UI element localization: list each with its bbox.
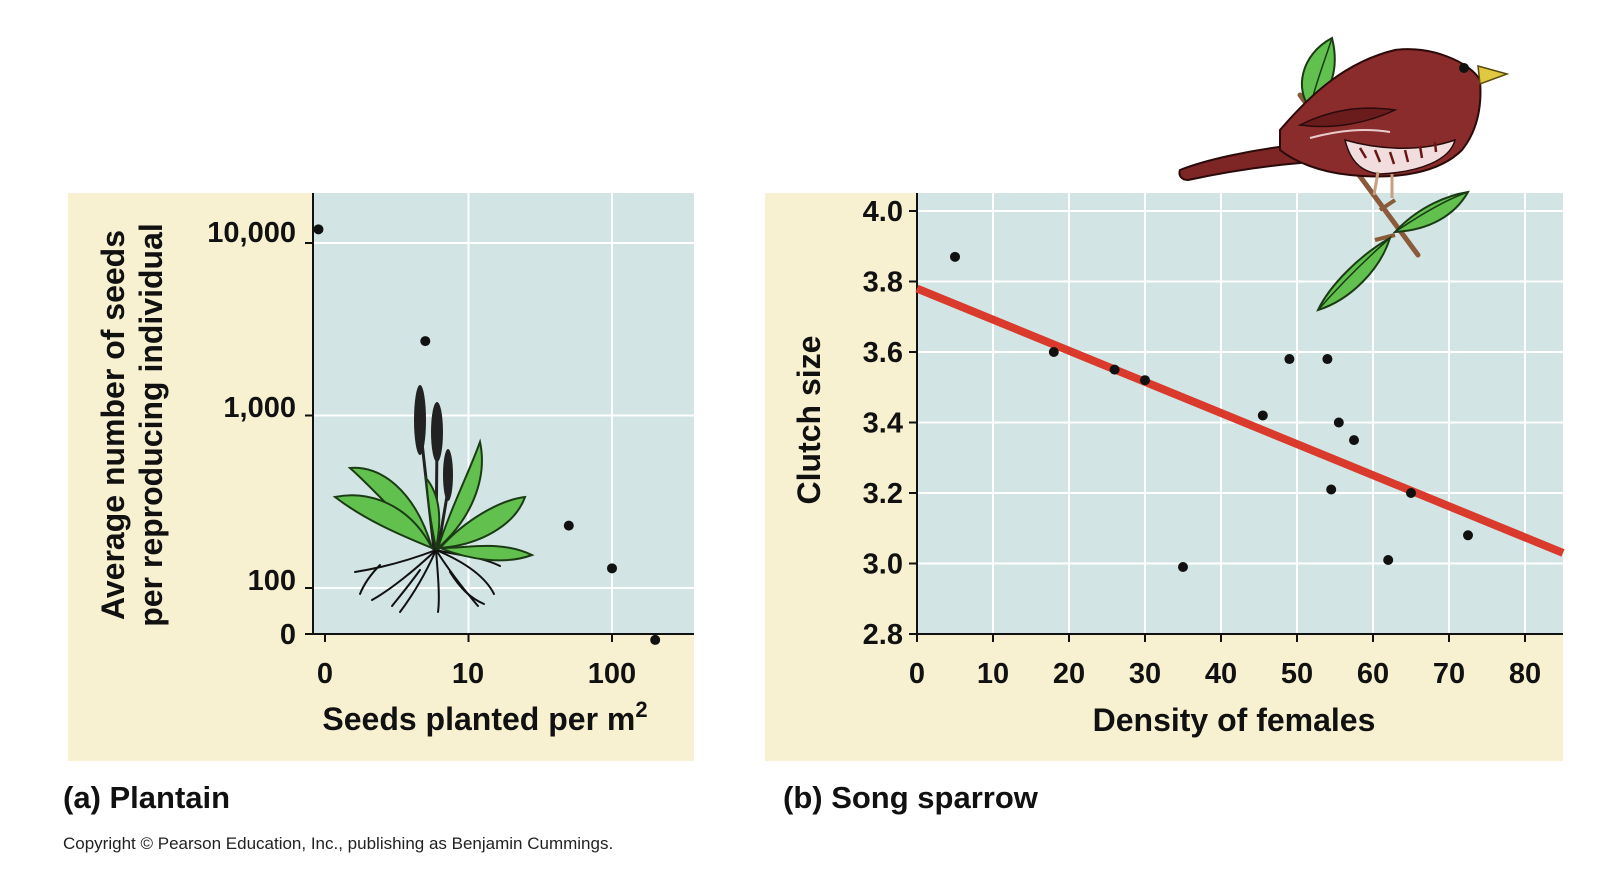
panel-a-x-tick-label: 0 xyxy=(317,658,333,690)
data-point xyxy=(420,336,431,347)
x-tick-label: 80 xyxy=(1509,658,1541,690)
data-point xyxy=(1257,410,1268,421)
x-tick-label: 0 xyxy=(909,658,925,690)
data-point xyxy=(1322,354,1333,365)
data-point xyxy=(1383,554,1394,565)
panel-a-grid xyxy=(313,193,694,634)
song-sparrow-illustration xyxy=(1178,36,1510,312)
x-tick-label: 70 xyxy=(1433,658,1465,690)
data-point xyxy=(563,520,574,531)
panel-a-x-tick-label: 10 xyxy=(452,658,484,690)
data-point xyxy=(650,634,661,645)
panel-a-y-axis-title: Average number of seeds per reproducing … xyxy=(95,223,169,627)
y-tick-label: 4.0 xyxy=(863,196,903,228)
data-point xyxy=(1178,562,1188,573)
plantain-plant-illustration xyxy=(332,385,535,613)
data-point xyxy=(1463,530,1473,541)
y-tick-label: 2.8 xyxy=(863,619,903,651)
panel-b-grid xyxy=(917,193,1563,634)
data-point xyxy=(1048,347,1059,357)
panel-b-data-points xyxy=(950,251,1473,573)
data-point xyxy=(1140,375,1150,386)
y-tick-label: 3.6 xyxy=(863,337,903,369)
panel-b-x-axis-title: Density of females xyxy=(1093,702,1376,738)
data-point xyxy=(1326,484,1337,495)
data-point xyxy=(607,563,617,574)
panel-b-y-tick-marks xyxy=(909,210,917,635)
panel-a-y-tick-label: 10,000 xyxy=(207,217,296,249)
data-point xyxy=(1349,435,1359,446)
panel-a-y-axis-title-line2: per reproducing individual xyxy=(133,223,169,627)
panel-a-caption: (a) Plantain xyxy=(63,780,230,815)
y-tick-label: 3.8 xyxy=(863,267,903,299)
panel-a-plot-area xyxy=(313,193,694,634)
panel-b-x-tick-labels: 0 10 20 30 40 50 60 70 80 xyxy=(909,658,1541,690)
y-tick-label: 3.4 xyxy=(863,408,903,440)
panel-b-regression-line xyxy=(915,284,1565,557)
x-tick-label: 60 xyxy=(1357,658,1389,690)
panel-a-y-axis-title-line1: Average number of seeds xyxy=(95,230,131,620)
data-point xyxy=(1284,354,1295,365)
panel-a-x-tick-marks xyxy=(324,634,613,642)
panel-a-x-axis-title: Seeds planted per m2 xyxy=(322,697,647,737)
panel-b-x-tick-marks xyxy=(916,634,1526,642)
x-tick-label: 30 xyxy=(1129,658,1161,690)
x-tick-label: 50 xyxy=(1281,658,1313,690)
panel-a-x-tick-label: 100 xyxy=(588,658,636,690)
data-point xyxy=(313,224,324,235)
panel-a-y-tick-marks xyxy=(305,242,313,635)
data-point xyxy=(1406,488,1416,498)
x-tick-label: 20 xyxy=(1053,658,1085,690)
panel-b-y-axis-title: Clutch size xyxy=(791,336,827,505)
x-tick-label: 10 xyxy=(977,658,1009,690)
y-tick-label: 3.2 xyxy=(863,478,903,510)
data-point xyxy=(1333,417,1344,428)
panel-b-plot-area xyxy=(917,193,1563,634)
x-tick-label: 40 xyxy=(1205,658,1237,690)
data-point xyxy=(1109,364,1120,375)
panel-a-x-axis-title-text: Seeds planted per m xyxy=(322,701,635,737)
panel-a-x-axis-title-superscript: 2 xyxy=(635,697,647,722)
copyright-notice: Copyright © Pearson Education, Inc., pub… xyxy=(63,834,613,853)
panel-a-y-tick-label: 0 xyxy=(280,619,296,651)
data-point xyxy=(950,251,960,262)
panel-a-data-points xyxy=(313,224,661,645)
panel-b-y-tick-labels: 4.0 3.8 3.6 3.4 3.2 3.0 2.8 xyxy=(863,196,903,651)
y-tick-label: 3.0 xyxy=(863,549,903,581)
panel-a-y-tick-label: 100 xyxy=(248,565,296,597)
panel-b-caption: (b) Song sparrow xyxy=(783,780,1039,815)
panel-a-y-tick-label: 1,000 xyxy=(223,392,296,424)
